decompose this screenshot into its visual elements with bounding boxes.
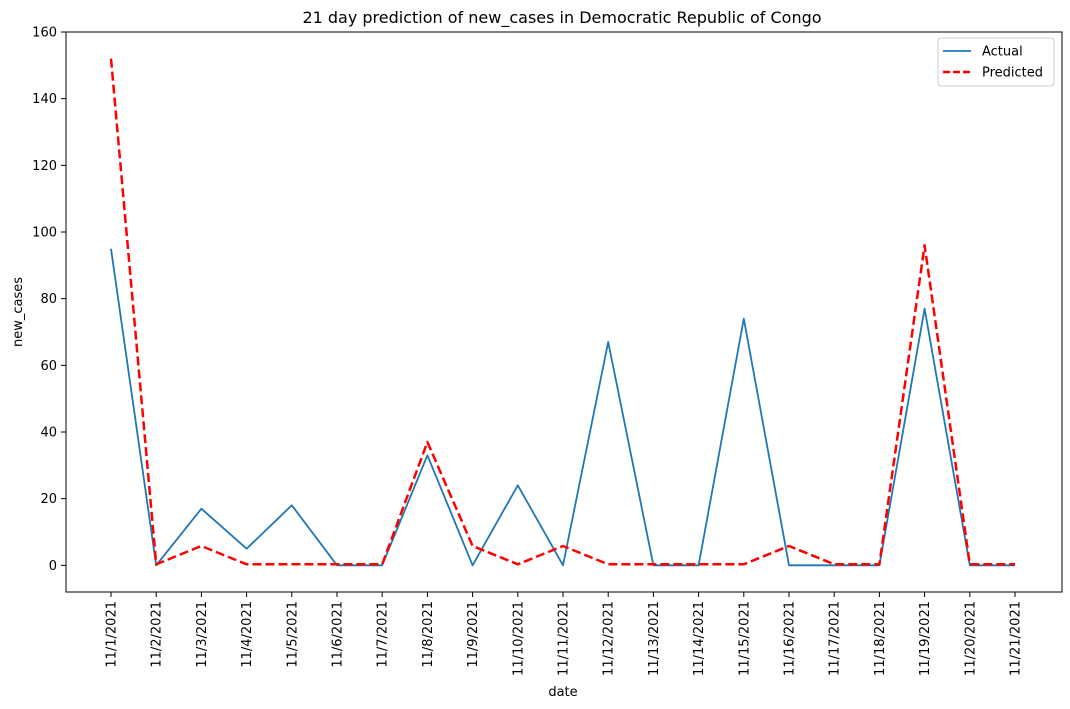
x-tick-label: 11/19/2021: [918, 601, 933, 676]
x-tick-label: 11/14/2021: [692, 601, 707, 676]
y-tick-label: 60: [40, 359, 57, 374]
plot-area-frame: [65, 31, 1063, 593]
x-axis: 11/1/2021 11/2/2021 11/3/2021 11/4/2021 11/5…: [105, 592, 1024, 676]
x-tick-label: 11/3/2021: [195, 601, 210, 668]
y-tick-label: 40: [40, 426, 57, 441]
series-line-actual: [110, 248, 1015, 567]
x-tick-label: 11/8/2021: [421, 601, 436, 668]
x-tick-label: 11/5/2021: [285, 601, 300, 668]
x-tick-label: 11/12/2021: [602, 601, 617, 676]
y-tick-label: 140: [32, 92, 57, 107]
x-tick-label: 11/1/2021: [105, 601, 120, 668]
y-axis: 0 20 40 60 80 100 120 140 160: [32, 26, 66, 574]
x-tick-label: 11/20/2021: [963, 601, 978, 676]
series-layer: [109, 58, 1015, 567]
x-tick-label: 11/4/2021: [240, 601, 255, 668]
y-tick-label: 0: [49, 559, 57, 574]
x-axis-label: date: [548, 685, 577, 700]
x-tick-label: 11/18/2021: [873, 601, 888, 676]
x-tick-label: 11/2/2021: [150, 601, 165, 668]
y-tick-label: 80: [40, 292, 57, 307]
x-tick-label: 11/17/2021: [828, 601, 843, 676]
chart-title: 21 day prediction of new_cases in Democr…: [302, 8, 821, 28]
y-axis-label: new_cases: [11, 277, 26, 347]
y-tick-label: 100: [32, 226, 57, 241]
x-tick-label: 11/11/2021: [557, 601, 572, 676]
x-tick-label: 11/9/2021: [466, 601, 481, 668]
x-tick-label: 11/15/2021: [737, 601, 752, 676]
x-tick-label: 11/6/2021: [331, 601, 346, 668]
series-line-predicted: [109, 58, 1015, 566]
x-tick-label: 11/21/2021: [1009, 601, 1024, 676]
x-tick-label: 11/7/2021: [376, 601, 391, 668]
legend-label-predicted: Predicted: [982, 66, 1043, 81]
x-tick-label: 11/13/2021: [647, 601, 662, 676]
y-tick-label: 160: [32, 26, 57, 41]
x-tick-label: 11/16/2021: [783, 601, 798, 676]
y-tick-label: 120: [32, 159, 57, 174]
legend-label-actual: Actual: [982, 45, 1023, 60]
legend: Actual Predicted: [937, 37, 1055, 87]
x-tick-label: 11/10/2021: [511, 601, 526, 676]
legend-frame: [937, 37, 1055, 87]
y-tick-label: 20: [40, 492, 57, 507]
